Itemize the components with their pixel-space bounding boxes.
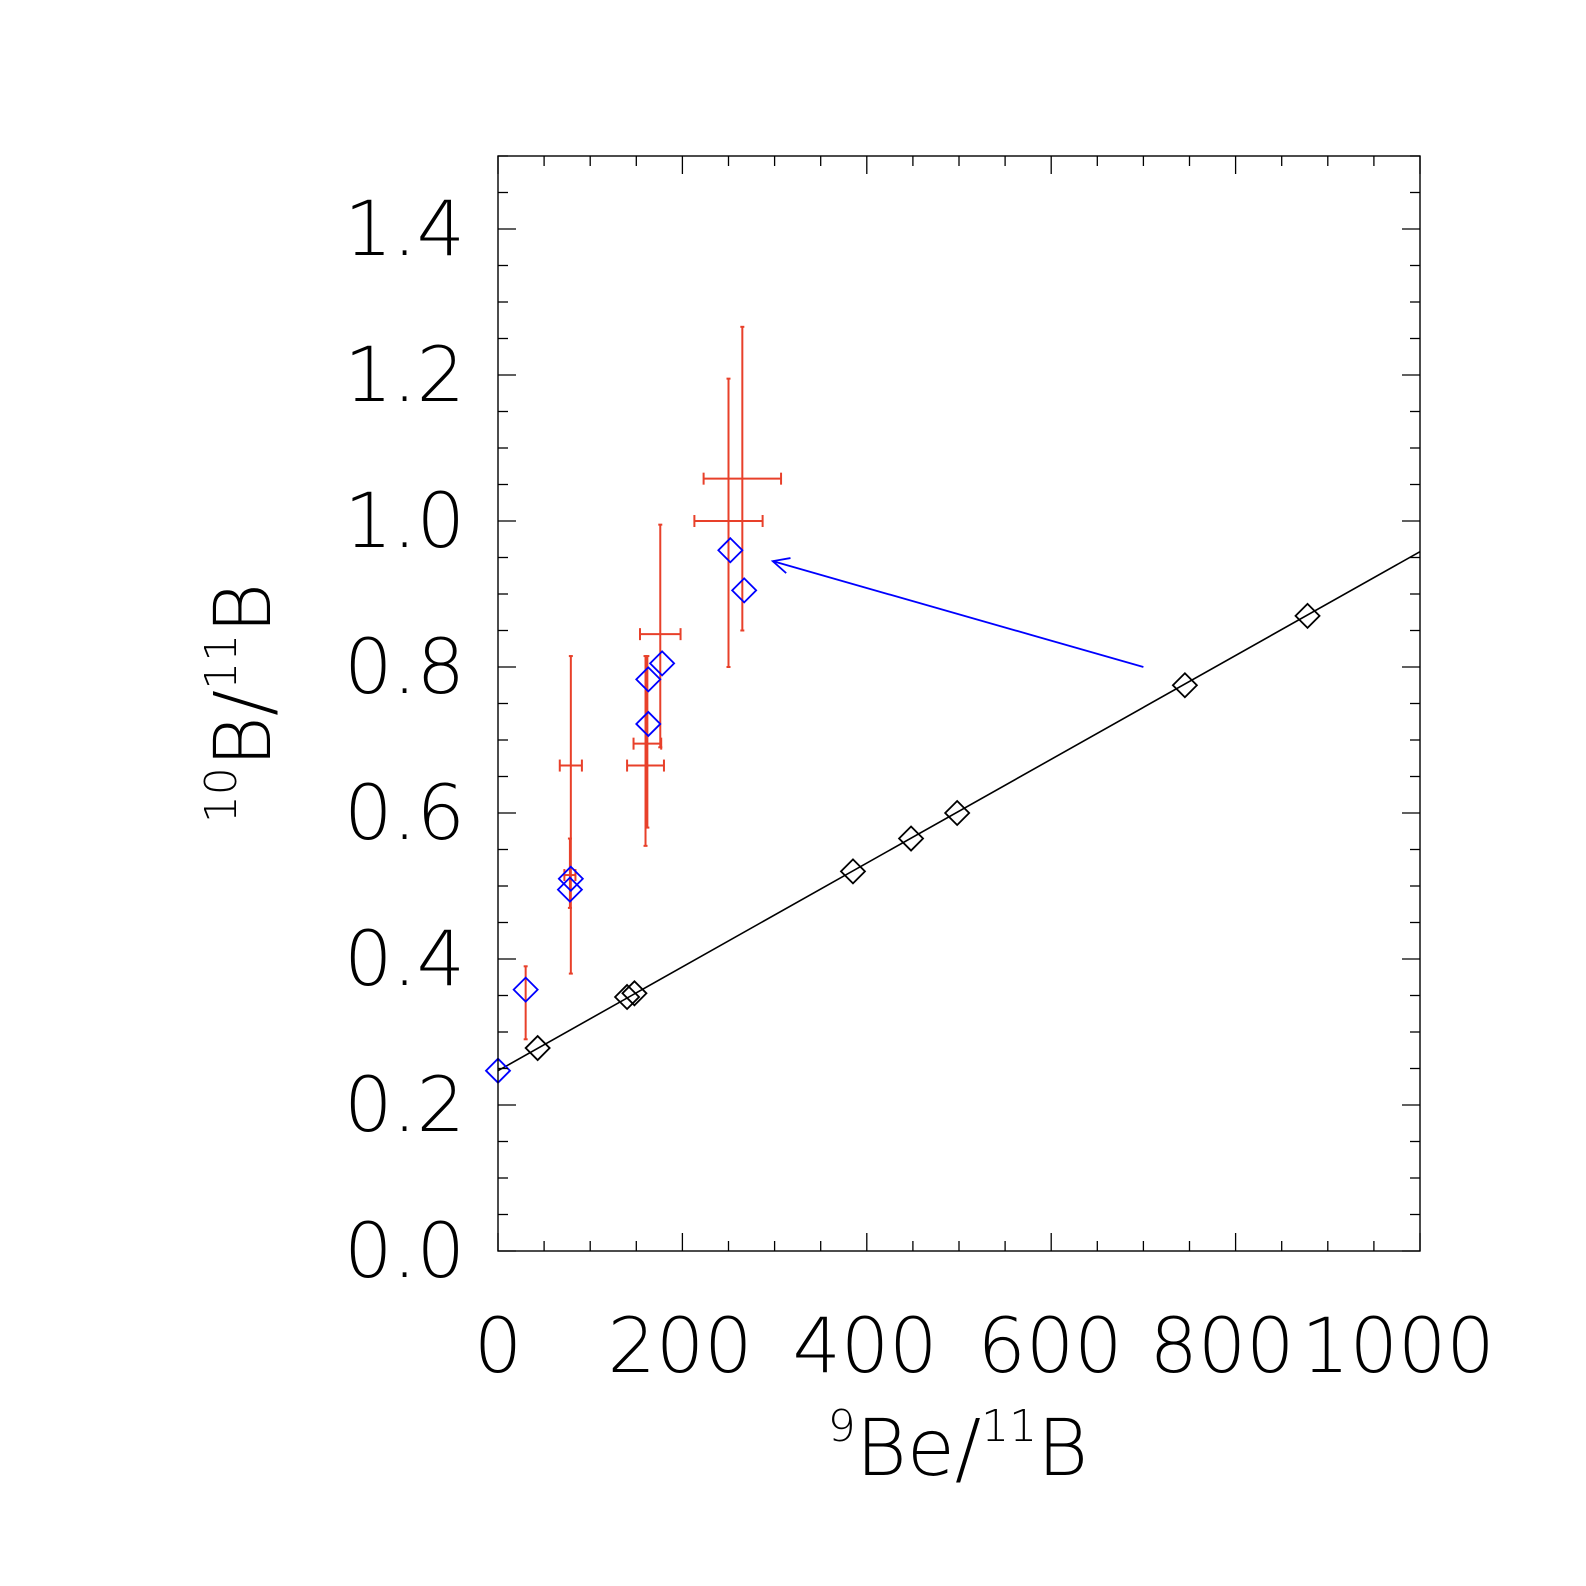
x-axis-title-element2: B bbox=[1037, 1404, 1088, 1494]
data-point bbox=[635, 666, 662, 693]
data-point bbox=[717, 536, 744, 564]
y-tick-label: 0.2 bbox=[344, 1060, 465, 1149]
x-axis-title-mass: 9 bbox=[828, 1401, 856, 1452]
x-axis-title: 9Be/11B bbox=[828, 1401, 1088, 1494]
y-tick-label: 0.6 bbox=[344, 768, 465, 857]
model-line bbox=[497, 550, 1421, 1072]
y-axis-title-mass: 10 bbox=[196, 767, 247, 823]
y-axis-title: 10B/11B bbox=[196, 583, 289, 823]
model-point bbox=[613, 983, 641, 1011]
y-tick-label: 1.0 bbox=[344, 476, 465, 565]
data-point bbox=[512, 976, 539, 1003]
y-axis-title-element2: B bbox=[199, 583, 289, 634]
data-point bbox=[635, 710, 662, 738]
data-point bbox=[730, 577, 758, 604]
x-axis-title-mass2: 11 bbox=[981, 1401, 1037, 1452]
annotation-arrow-shaft bbox=[772, 560, 1144, 668]
model-point bbox=[897, 825, 925, 852]
model-point bbox=[839, 858, 867, 885]
y-tick-label: 1.2 bbox=[344, 330, 465, 419]
y-axis-title-separator: / bbox=[199, 690, 289, 716]
x-tick-label: 0 bbox=[474, 1301, 522, 1390]
model-point bbox=[1171, 671, 1199, 699]
x-axis-title-element: Be bbox=[856, 1404, 955, 1494]
data-point bbox=[556, 876, 584, 903]
x-tick-label: 200 bbox=[607, 1301, 752, 1390]
x-axis-title-separator: / bbox=[955, 1404, 981, 1494]
x-tick-label: 600 bbox=[977, 1301, 1122, 1390]
model-point bbox=[621, 980, 648, 1007]
model-point bbox=[943, 799, 971, 827]
x-tick-label: 800 bbox=[1149, 1301, 1294, 1390]
model-point bbox=[524, 1034, 551, 1062]
y-axis-title-element: B bbox=[199, 716, 289, 767]
y-tick-label: 0.4 bbox=[344, 914, 465, 1003]
y-axis-title-mass2: 11 bbox=[196, 634, 247, 690]
tick-labels: 0.0 0.2 0.4 0.6 0.8 1.0 1.2 1.4 0 200 400 600 800 100… bbox=[344, 184, 1495, 1390]
axis-ticks bbox=[497, 155, 1421, 1252]
x-tick-label: 1000 bbox=[1301, 1301, 1494, 1390]
plot-frame bbox=[497, 155, 1421, 1252]
y-tick-label: 0.8 bbox=[344, 622, 465, 711]
y-tick-label: 1.4 bbox=[344, 184, 465, 273]
x-tick-label: 400 bbox=[792, 1301, 937, 1390]
data-point bbox=[648, 650, 676, 677]
y-tick-label: 0.0 bbox=[344, 1206, 465, 1295]
data-point bbox=[557, 865, 585, 892]
annotation-arrow-head bbox=[770, 557, 791, 574]
plot-marks bbox=[484, 325, 1421, 1084]
model-point bbox=[1294, 602, 1321, 630]
